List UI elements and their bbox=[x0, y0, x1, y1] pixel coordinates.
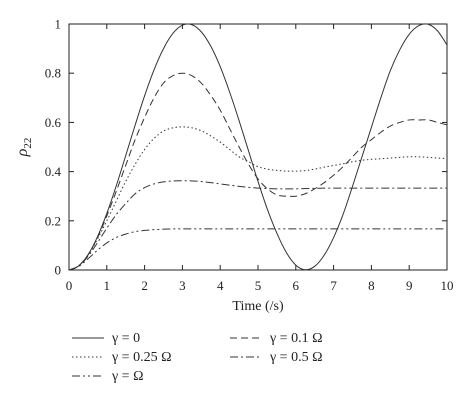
x-tick-label: 10 bbox=[441, 278, 454, 293]
x-tick-label: 0 bbox=[66, 278, 73, 293]
legend-label: γ = 0 bbox=[111, 331, 140, 346]
series-line-3 bbox=[68, 126, 448, 271]
x-tick-label: 6 bbox=[293, 278, 300, 293]
x-axis-label: Time (/s) bbox=[232, 299, 284, 314]
y-tick-label: 0.6 bbox=[45, 115, 62, 130]
series-line-1 bbox=[68, 23, 448, 271]
x-tick-label: 5 bbox=[255, 278, 262, 293]
series-lines bbox=[68, 23, 448, 271]
series-line-4 bbox=[68, 180, 447, 271]
legend-label: γ = Ω bbox=[111, 369, 144, 384]
x-tick-label: 2 bbox=[141, 278, 148, 293]
legend-label: γ = 0.1 Ω bbox=[269, 331, 323, 346]
legend: γ = 0 γ = 0.1 Ω γ = 0.25 Ω γ = 0.5 Ω γ = Ω bbox=[72, 331, 323, 384]
series-line-5 bbox=[68, 228, 447, 271]
y-tick-label: 0.2 bbox=[45, 213, 61, 228]
x-tick-label: 8 bbox=[368, 278, 375, 293]
y-tick-label: 1 bbox=[55, 17, 62, 32]
x-tick-label: 9 bbox=[406, 278, 413, 293]
y-tick-label: 0.4 bbox=[45, 164, 62, 179]
y-tick-label: 0.8 bbox=[45, 66, 61, 81]
legend-label: γ = 0.5 Ω bbox=[269, 350, 323, 365]
x-tick-label: 4 bbox=[217, 278, 224, 293]
y-axis-label: ρ22 bbox=[14, 138, 34, 158]
svg-text:ρ22: ρ22 bbox=[14, 138, 34, 158]
y-tick-label: 0 bbox=[55, 263, 62, 278]
legend-label: γ = 0.25 Ω bbox=[111, 350, 172, 365]
y-axis-label-base: ρ bbox=[14, 148, 31, 157]
plot-area-frame bbox=[68, 23, 448, 271]
axis-ticks: 0 1 2 3 4 5 6 7 8 9 10 0 0.2 0.4 0.6 0.8 1 bbox=[45, 17, 454, 294]
series-line-2 bbox=[68, 72, 448, 271]
x-tick-label: 7 bbox=[330, 278, 337, 293]
y-axis-label-sub: 22 bbox=[22, 138, 34, 149]
x-tick-label: 3 bbox=[179, 278, 186, 293]
x-tick-label: 1 bbox=[104, 278, 111, 293]
